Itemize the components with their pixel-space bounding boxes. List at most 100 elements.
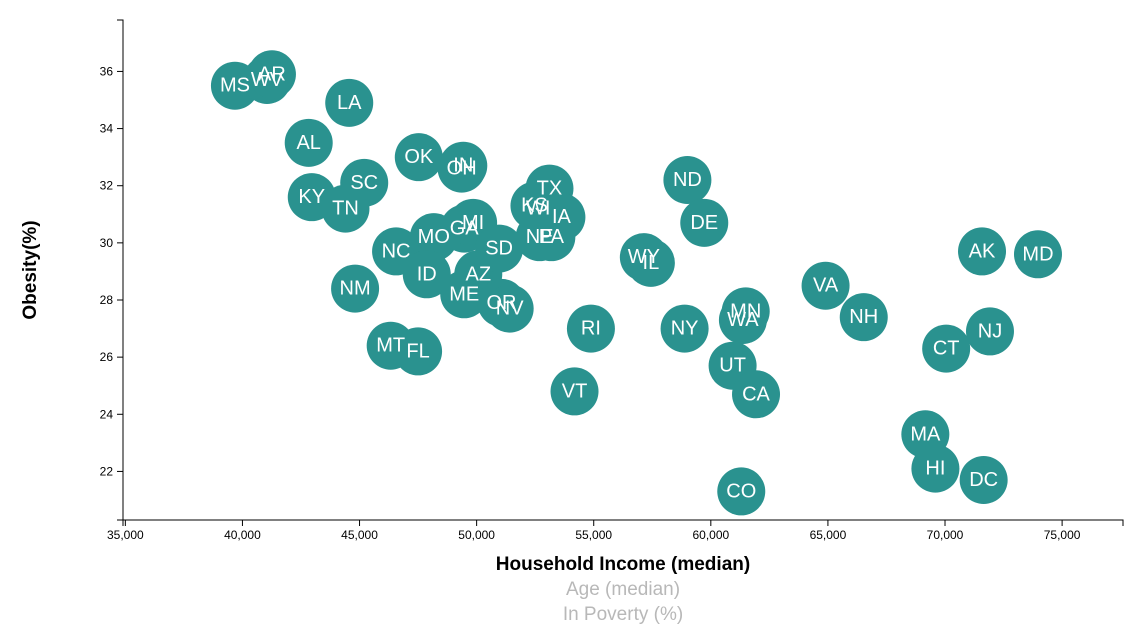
x-tick-label: 70,000	[927, 528, 964, 542]
state-label-ks: KS	[521, 195, 548, 217]
state-label-mt: MT	[376, 335, 405, 357]
x-tick-label: 50,000	[458, 528, 495, 542]
state-marker-ok[interactable]	[394, 133, 443, 182]
x-tick-label: 35,000	[107, 528, 144, 542]
state-label-az: AZ	[465, 263, 491, 285]
state-marker-de[interactable]	[680, 198, 729, 247]
state-marker-sd[interactable]	[475, 224, 524, 273]
y-tick-label: 30	[100, 236, 114, 250]
state-marker-la[interactable]	[325, 78, 374, 127]
state-label-al: AL	[296, 132, 320, 154]
state-label-in: IN	[453, 155, 473, 177]
state-label-ms: MS	[220, 75, 250, 97]
state-marker-ri[interactable]	[566, 304, 615, 353]
state-marker-fl[interactable]	[394, 327, 443, 376]
state-label-la: LA	[337, 92, 362, 114]
state-label-or: OR	[486, 292, 516, 314]
x-tick-label: 60,000	[692, 528, 729, 542]
state-label-id: ID	[417, 263, 437, 285]
state-label-pa: PA	[539, 226, 565, 248]
state-label-tn: TN	[332, 198, 359, 220]
state-label-ar: AR	[258, 63, 286, 85]
state-label-ny: NY	[671, 318, 699, 340]
state-label-mo: MO	[418, 226, 450, 248]
y-tick-label: 32	[100, 179, 114, 193]
state-marker-hi[interactable]	[911, 444, 960, 493]
x-tick-label: 55,000	[575, 528, 612, 542]
state-label-wy: WY	[628, 246, 660, 268]
state-marker-nh[interactable]	[839, 293, 888, 342]
state-marker-ct[interactable]	[922, 324, 971, 373]
state-label-il: IL	[643, 252, 660, 274]
state-label-ca: CA	[742, 383, 770, 405]
state-label-ne: NE	[526, 226, 554, 248]
state-label-ok: OK	[404, 146, 434, 168]
state-label-de: DE	[690, 212, 718, 234]
state-label-wv: WV	[251, 69, 284, 91]
x-tick-label: 65,000	[810, 528, 847, 542]
x-axis-option-poverty[interactable]: In Poverty (%)	[563, 604, 683, 625]
state-marker-ar[interactable]	[247, 50, 296, 99]
state-marker-dc[interactable]	[959, 456, 1008, 504]
x-axis-line	[122, 519, 1124, 526]
y-tick-label: 34	[100, 122, 114, 136]
state-label-ky: KY	[298, 186, 325, 208]
state-marker-wa[interactable]	[718, 296, 767, 344]
state-label-me: ME	[449, 283, 479, 305]
y-tick-label: 22	[100, 464, 114, 478]
y-tick-label: 36	[100, 64, 114, 78]
state-marker-nv[interactable]	[485, 284, 534, 333]
state-marker-md[interactable]	[1013, 230, 1062, 279]
state-label-nj: NJ	[978, 320, 1002, 342]
state-label-ct: CT	[933, 338, 960, 360]
state-marker-va[interactable]	[801, 261, 850, 310]
state-label-ga: GA	[450, 218, 480, 240]
state-label-md: MD	[1022, 243, 1053, 265]
state-label-tx: TX	[537, 178, 563, 200]
state-marker-ny[interactable]	[660, 304, 709, 353]
y-tick-label: 26	[100, 350, 114, 364]
x-axis-option-age[interactable]: Age (median)	[566, 579, 680, 600]
y-axis: 22 24 26 28 30 32 34 36	[100, 19, 124, 521]
state-marker-nj[interactable]	[965, 307, 1014, 356]
state-label-mn: MN	[730, 300, 761, 322]
state-marker-il[interactable]	[626, 238, 675, 287]
state-label-ma: MA	[910, 423, 941, 445]
state-marker-nd[interactable]	[663, 156, 712, 204]
state-label-nc: NC	[382, 240, 411, 262]
x-tick-label: 40,000	[224, 528, 261, 542]
state-label-ut: UT	[719, 355, 746, 377]
state-label-ak: AK	[969, 240, 996, 262]
state-label-fl: FL	[406, 340, 429, 362]
state-label-nh: NH	[849, 306, 878, 328]
state-marker-vt[interactable]	[550, 367, 599, 416]
state-label-dc: DC	[969, 469, 998, 491]
state-label-oh: OH	[447, 158, 477, 180]
state-marker-ak[interactable]	[958, 227, 1007, 276]
state-label-nd: ND	[673, 169, 702, 191]
state-label-nm: NM	[340, 278, 371, 300]
x-axis-title-household-income[interactable]: Household Income (median)	[496, 554, 750, 575]
state-label-wa: WA	[727, 309, 759, 331]
state-marker-id[interactable]	[402, 250, 451, 299]
state-marker-ca[interactable]	[732, 370, 781, 419]
state-marker-tn[interactable]	[321, 184, 370, 233]
x-tick-label: 45,000	[341, 528, 378, 542]
state-label-ri: RI	[581, 318, 601, 340]
state-label-co: CO	[726, 480, 756, 502]
state-marker-me[interactable]	[440, 270, 489, 319]
state-marker-co[interactable]	[717, 467, 766, 516]
state-marker-nm[interactable]	[331, 264, 380, 313]
state-label-sd: SD	[485, 238, 513, 260]
state-marker-oh[interactable]	[437, 144, 486, 193]
state-label-hi: HI	[925, 458, 945, 480]
state-label-va: VA	[813, 275, 839, 297]
y-tick-label: 28	[100, 293, 114, 307]
state-label-nv: NV	[496, 298, 524, 320]
state-marker-pa[interactable]	[527, 213, 576, 262]
y-axis-title[interactable]: Obesity(%)	[20, 220, 41, 319]
state-marker-al[interactable]	[284, 118, 333, 167]
state-label-sc: SC	[350, 172, 378, 194]
